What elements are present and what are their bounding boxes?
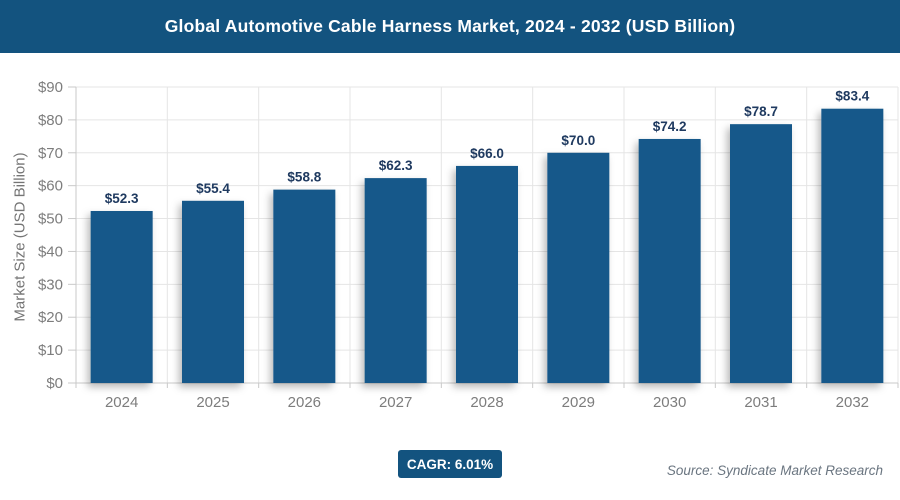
- x-tick-label: 2026: [288, 394, 321, 411]
- cagr-badge: CAGR: 6.01%: [398, 450, 502, 478]
- bar-value-label: $58.8: [287, 170, 321, 185]
- bar-value-label: $62.3: [379, 158, 413, 173]
- bar-value-label: $70.0: [561, 133, 595, 148]
- y-tick-label: $60: [38, 178, 63, 195]
- bar-2028: [456, 165, 518, 383]
- x-tick-label: 2024: [105, 394, 138, 411]
- y-tick-label: $90: [38, 79, 63, 96]
- y-tick-label: $20: [38, 309, 63, 326]
- x-tick-label: 2030: [653, 394, 686, 411]
- bar-2032: [821, 108, 884, 383]
- y-tick-label: $30: [38, 276, 63, 293]
- source-note: Source: Syndicate Market Research: [666, 463, 883, 478]
- bar-2030: [638, 138, 701, 383]
- bar-2029: [547, 152, 610, 383]
- cagr-badge-label: CAGR: 6.01%: [406, 456, 494, 472]
- y-tick-label: $50: [38, 211, 63, 228]
- y-tick-label: $0: [46, 375, 63, 392]
- chart-title-bar: Global Automotive Cable Harness Market, …: [0, 0, 900, 53]
- bar-value-label: $66.0: [470, 146, 504, 161]
- x-tick-label: 2025: [196, 394, 229, 411]
- y-tick-label: $10: [38, 342, 63, 359]
- y-tick-label: $70: [38, 145, 63, 162]
- y-axis-title: Market Size (USD Billion): [11, 152, 29, 322]
- x-tick-label: 2029: [562, 394, 595, 411]
- x-tick-label: 2031: [744, 394, 777, 411]
- bar-value-label: $83.4: [835, 89, 869, 104]
- bar-2025: [182, 200, 244, 383]
- y-tick-label: $80: [38, 112, 63, 129]
- bar-2027: [364, 178, 427, 383]
- x-tick-label: 2027: [379, 394, 412, 411]
- chart-title: Global Automotive Cable Harness Market, …: [164, 16, 736, 36]
- x-tick-label: 2028: [470, 394, 503, 411]
- bar-2026: [273, 189, 336, 383]
- bar-2024: [90, 210, 153, 383]
- bar-value-label: $78.7: [744, 104, 778, 119]
- bar-chart: $0 $10 $20 $30 $40 $50 $60 $70 $80 $90 $52.3 2024 $5…: [38, 79, 899, 411]
- y-tick-label: $40: [38, 243, 63, 260]
- x-tick-label: 2032: [836, 394, 869, 411]
- bar-2031: [730, 124, 792, 384]
- bar-value-label: $74.2: [653, 119, 687, 134]
- bar-value-label: $55.4: [196, 181, 230, 196]
- bar-value-label: $52.3: [105, 191, 139, 206]
